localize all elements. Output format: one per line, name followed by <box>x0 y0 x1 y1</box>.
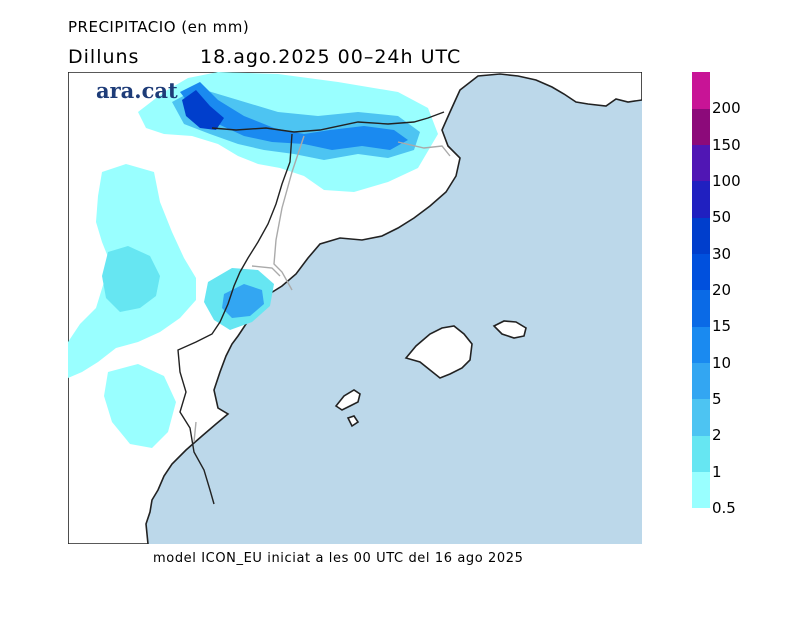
rain-area-southwest <box>104 364 176 448</box>
legend-label: 0.5 <box>712 499 736 517</box>
map-title: PRECIPITACIO (en mm) <box>68 18 250 36</box>
legend-label: 5 <box>712 390 722 408</box>
province-boundaries <box>193 135 451 443</box>
day-label: Dilluns <box>68 46 140 68</box>
legend-label: 200 <box>712 99 741 118</box>
catalonia-border <box>211 111 445 133</box>
legend-swatch <box>692 181 710 218</box>
ara-cat-logo[interactable]: ara.cat <box>96 78 178 103</box>
precipitation-legend <box>692 72 710 509</box>
inner-border <box>177 133 293 505</box>
mallorca-island <box>404 325 473 379</box>
legend-label: 15 <box>712 317 732 336</box>
legend-swatch <box>692 217 710 255</box>
legend-label: 150 <box>712 135 741 154</box>
rain-area-pyrenees-strong <box>180 82 408 150</box>
eivissa-island <box>334 389 361 411</box>
legend-swatch <box>692 362 710 400</box>
precipitation-field <box>68 72 438 448</box>
legend-label: 10 <box>712 353 732 372</box>
map-subtitle: Dilluns 18.ago.2025 00–24h UTC <box>68 46 460 68</box>
menorca-island <box>492 320 527 339</box>
legend-swatch <box>692 253 710 291</box>
legend-label: 50 <box>712 208 732 227</box>
legend-swatch <box>692 72 710 109</box>
legend-swatch <box>692 326 710 364</box>
legend-swatch <box>692 399 710 436</box>
legend-label: 100 <box>712 172 741 190</box>
precipitation-map <box>68 72 642 544</box>
legend-swatch <box>692 435 710 473</box>
legend-label: 20 <box>712 281 732 299</box>
legend-label: 1 <box>712 462 722 481</box>
formentera-island <box>346 415 360 428</box>
legend-swatch <box>692 290 710 327</box>
legend-swatch <box>692 144 710 182</box>
rain-area-west-inner <box>102 246 160 312</box>
map-canvas <box>68 72 642 544</box>
legend-swatch <box>692 108 710 146</box>
legend-swatch <box>692 471 710 509</box>
datetime-label: 18.ago.2025 00–24h UTC <box>200 46 462 68</box>
rain-area-pyrenees-core <box>182 90 224 130</box>
model-run-note: model ICON_EU iniciat a les 00 UTC del 1… <box>153 551 524 566</box>
legend-label: 30 <box>712 244 732 263</box>
land-area <box>68 72 642 544</box>
legend-label: 2 <box>712 426 722 445</box>
